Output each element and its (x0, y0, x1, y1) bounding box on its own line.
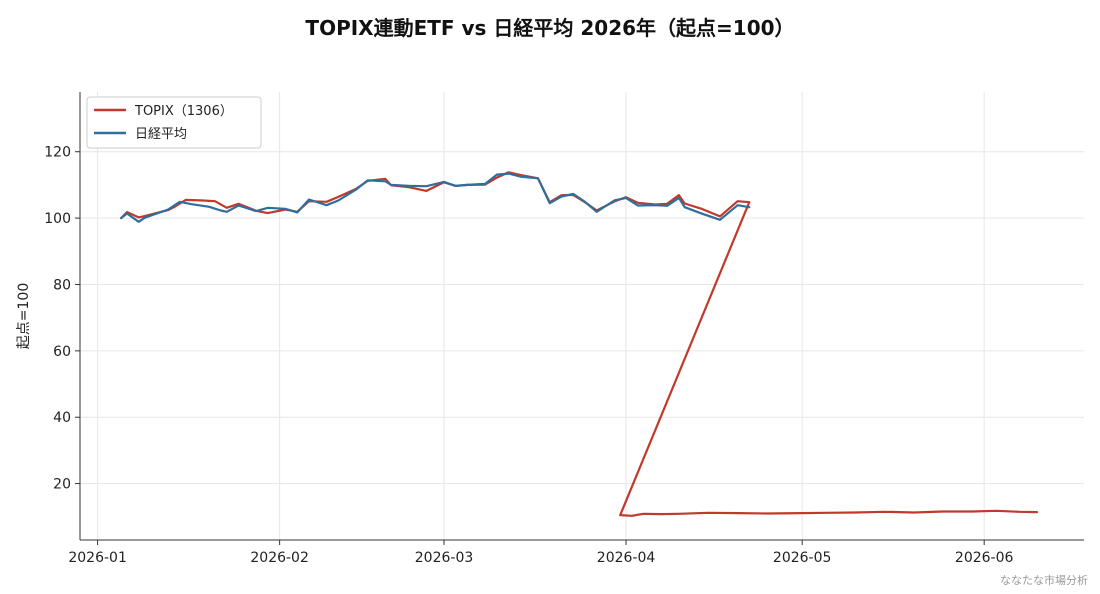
x-tick-label: 2026-04 (597, 550, 656, 566)
x-tick-label: 2026-05 (773, 550, 832, 566)
x-tick-label: 2026-01 (68, 550, 127, 566)
chart-title: TOPIX連動ETF vs 日経平均 2026年（起点=100） (305, 16, 795, 40)
legend-box (86, 96, 262, 149)
legend-layer: TOPIX（1306） 日経平均 (86, 96, 262, 149)
y-tick-label: 100 (44, 211, 71, 227)
x-tick-label: 2026-06 (955, 550, 1014, 566)
legend-label-topix: TOPIX（1306） (134, 104, 233, 119)
series-layer (119, 171, 1039, 517)
y-tick-label: 120 (44, 145, 71, 161)
legend-label-nikkei: 日経平均 (135, 127, 187, 142)
grid-layer (80, 92, 1084, 540)
x-tick-label: 2026-02 (250, 550, 309, 566)
y-tick-label: 20 (53, 477, 71, 493)
watermark: ななたな市場分析 (1000, 574, 1088, 587)
series-line-topix (119, 171, 1039, 517)
series-line-nikkei (119, 172, 751, 223)
y-tick-label: 60 (53, 344, 71, 360)
x-tick-label: 2026-03 (415, 550, 474, 566)
y-tick-label: 80 (53, 277, 71, 293)
axis-layer: 20 40 60 80 100 120 2026-01 2026-02 2026-03 2026-… (44, 92, 1084, 566)
y-axis-title: 起点=100 (16, 283, 32, 349)
y-tick-label: 40 (53, 410, 71, 426)
